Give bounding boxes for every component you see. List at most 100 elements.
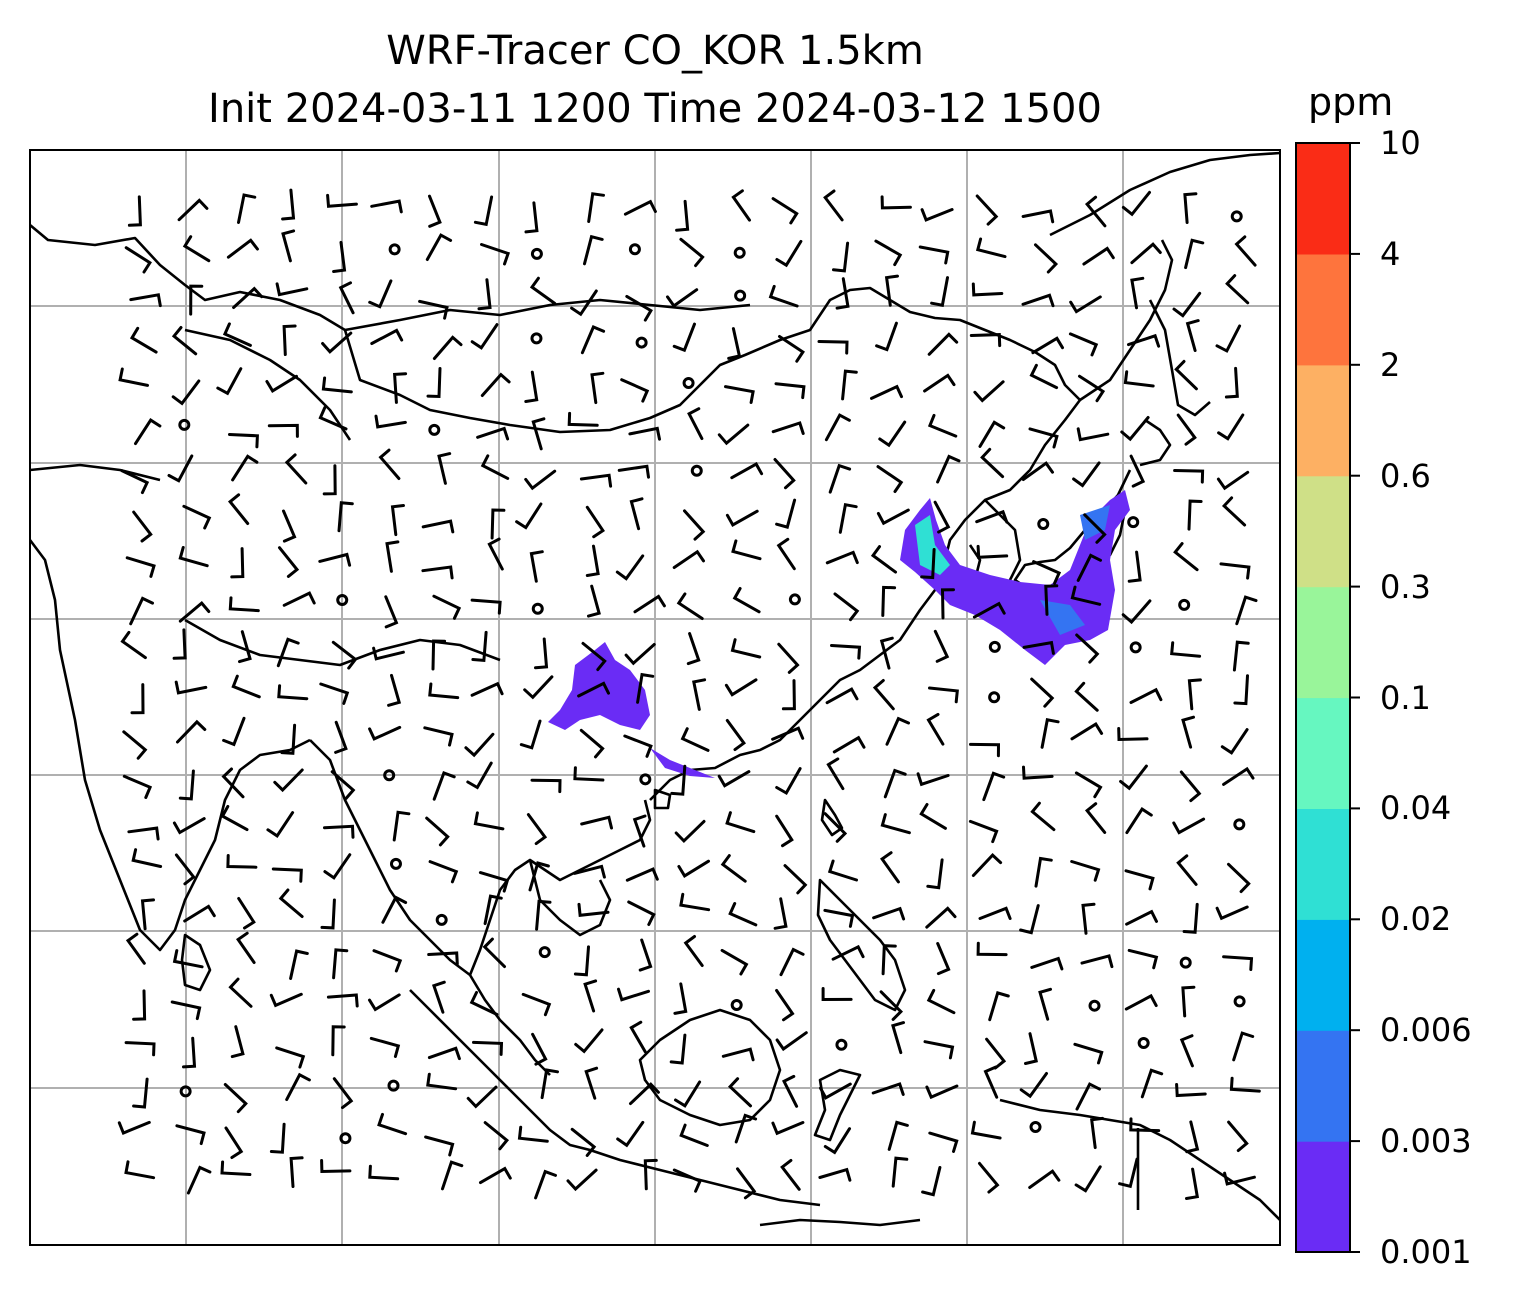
wind-barb [771, 197, 799, 225]
wind-barb [369, 1036, 401, 1058]
wind-barb [874, 239, 903, 267]
wind-barb [186, 1165, 212, 1195]
wind-barb [823, 189, 844, 222]
wind-barb [672, 322, 696, 353]
lesser-sunda [759, 1218, 921, 1227]
china-inland-3 [184, 618, 501, 667]
borneo [638, 1008, 782, 1127]
wind-barb [470, 323, 499, 350]
wind-barb [725, 509, 759, 527]
wind-barb [923, 373, 956, 393]
wind-barb [579, 473, 613, 488]
wind-barb [1175, 1083, 1207, 1098]
calm-wind-marker [1179, 956, 1192, 969]
wind-barb [828, 463, 852, 494]
wind-barb [724, 385, 755, 404]
wind-barb [289, 949, 309, 980]
wind-barb [583, 234, 604, 266]
wind-barb [473, 195, 494, 227]
wind-barb [529, 276, 557, 305]
wind-barb [332, 1077, 354, 1110]
wind-barb [775, 239, 803, 268]
wind-barb [583, 979, 598, 1013]
colorbar-tick-label: 2 [1380, 345, 1401, 384]
wind-barb [823, 1127, 851, 1155]
wind-barb [1120, 416, 1150, 442]
calm-wind-marker [788, 593, 801, 606]
wind-barb [125, 932, 146, 965]
wind-barb [1227, 862, 1251, 894]
wind-barb [940, 588, 955, 620]
wind-barb [734, 1113, 758, 1144]
colorbar-tick-label: 0.1 [1380, 678, 1431, 717]
wind-barb [730, 462, 764, 480]
wind-barb [1022, 640, 1055, 655]
wind-barb [127, 826, 160, 841]
wind-barb [524, 469, 557, 491]
wind-barb [437, 452, 452, 485]
calm-wind-marker [988, 640, 1001, 653]
wind-barb [129, 596, 154, 626]
wind-barb [831, 944, 865, 961]
calm-wind-marker [988, 691, 1001, 704]
calm-wind-marker [635, 336, 648, 349]
wind-barb [1117, 727, 1149, 742]
wind-barb [480, 454, 510, 480]
wind-barb [1174, 359, 1198, 391]
wind-barb [1233, 674, 1249, 706]
wind-barb [381, 895, 408, 924]
wind-barb [1216, 470, 1250, 491]
wind-barb [771, 421, 805, 435]
wind-barb [1074, 771, 1103, 799]
wind-barb [125, 556, 156, 578]
wind-barb [927, 332, 959, 356]
calm-wind-marker [538, 946, 551, 959]
wind-barb [1222, 766, 1255, 786]
wind-barb [570, 1127, 597, 1157]
wind-barb [1124, 993, 1158, 1011]
wind-barb [1187, 499, 1203, 531]
wind-barb [280, 723, 297, 755]
wind-barb [266, 811, 295, 838]
wind-barb [566, 1168, 598, 1192]
wind-barb [124, 246, 152, 274]
wind-barb [477, 278, 492, 311]
wind-barb [427, 951, 459, 966]
wind-barb [672, 1168, 702, 1193]
wind-barb [471, 630, 488, 663]
wind-barb [338, 281, 355, 315]
wind-barb [384, 595, 399, 629]
wind-barb [483, 1121, 510, 1151]
wind-barb [118, 367, 149, 387]
calm-wind-marker [628, 243, 641, 256]
wind-barb [228, 596, 260, 613]
wind-barb [1070, 860, 1101, 882]
wind-barb [620, 378, 650, 403]
calm-wind-marker [530, 332, 543, 345]
wind-barb [372, 949, 403, 973]
wind-barb [1084, 195, 1107, 228]
wind-barb [392, 810, 411, 842]
wind-barb [273, 768, 304, 793]
wind-barb [730, 638, 762, 659]
wind-barb [1070, 585, 1102, 606]
wind-barb [1129, 454, 1146, 488]
wind-barb [832, 241, 850, 273]
wind-barb [469, 991, 499, 1016]
colorbar-segment [1296, 697, 1350, 809]
wind-barb [334, 720, 348, 754]
wind-barb [134, 418, 162, 446]
wind-barb [124, 1041, 156, 1057]
wind-barb [478, 871, 510, 893]
wind-barb [216, 367, 243, 396]
wind-barb [368, 279, 393, 309]
wind-barb [879, 990, 904, 1021]
wind-barb [1029, 363, 1059, 390]
colorbar-tick-label: 0.6 [1380, 456, 1431, 495]
wind-barb [579, 728, 605, 759]
wind-barb [129, 293, 162, 308]
wind-barb [1080, 954, 1114, 969]
wind-barb [426, 367, 442, 399]
wind-barb [884, 274, 899, 307]
wind-barb [887, 1120, 909, 1151]
